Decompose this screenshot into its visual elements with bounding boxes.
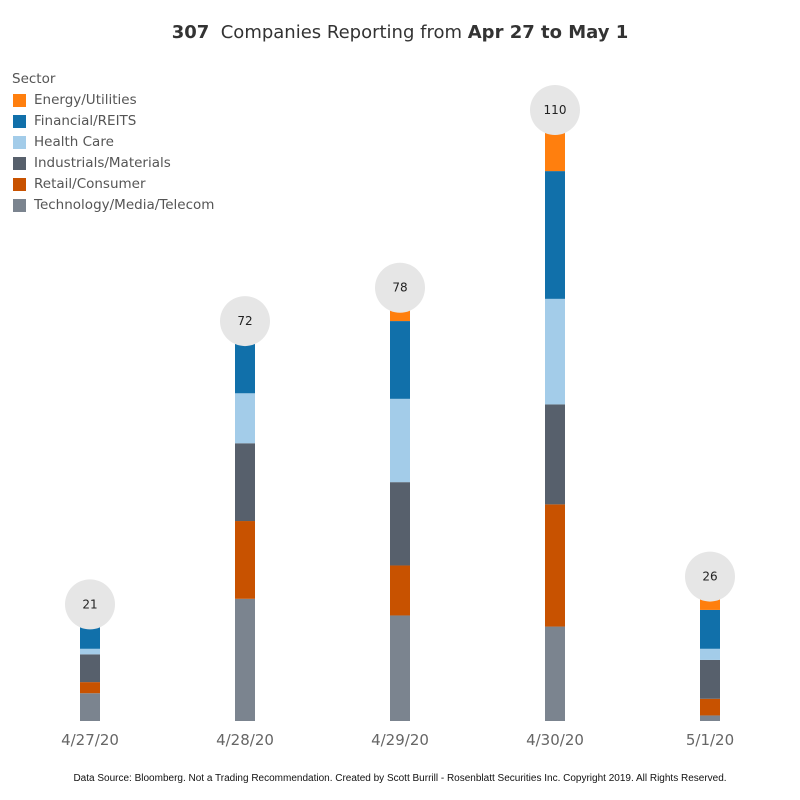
bar-segment-health-care[interactable]	[700, 648, 720, 660]
bar-segment-industrials-materials[interactable]	[235, 443, 255, 522]
total-data-label: 26	[702, 570, 717, 584]
bar-segment-technology-media-telecom[interactable]	[235, 598, 255, 721]
title-count: 307	[171, 22, 210, 43]
legend-label: Industrials/Materials	[34, 155, 171, 171]
legend-swatch	[13, 178, 26, 191]
x-tick-label: 4/27/20	[61, 731, 119, 749]
bar-segment-industrials-materials[interactable]	[545, 404, 565, 505]
bar-segment-health-care[interactable]	[545, 298, 565, 405]
legend-swatch	[13, 136, 26, 149]
legend-swatch	[13, 157, 26, 170]
x-tick-label: 4/30/20	[526, 731, 584, 749]
bar-segment-retail-consumer[interactable]	[700, 698, 720, 716]
x-tick-label: 4/28/20	[216, 731, 274, 749]
title-text: Companies Reporting from	[220, 22, 463, 43]
bar-segment-technology-media-telecom[interactable]	[545, 626, 565, 721]
x-tick-label: 4/29/20	[371, 731, 429, 749]
total-data-label: 21	[82, 597, 97, 611]
legend-title: Sector	[12, 71, 56, 87]
bar-segment-financial-reits[interactable]	[545, 171, 565, 299]
legend-swatch	[13, 94, 26, 107]
x-tick-label: 5/1/20	[686, 731, 734, 749]
legend-label: Health Care	[34, 134, 114, 150]
total-label-bubble	[530, 85, 580, 135]
legend-item-financial-reits[interactable]: Financial/REITS	[12, 111, 214, 132]
legend-label: Energy/Utilities	[34, 92, 137, 108]
legend-item-technology-media-telecom[interactable]: Technology/Media/Telecom	[12, 195, 214, 216]
legend: Sector Energy/Utilities Financial/REITS …	[12, 69, 214, 216]
bar-segment-financial-reits[interactable]	[390, 321, 410, 399]
bar-segment-industrials-materials[interactable]	[700, 659, 720, 699]
legend-item-industrials-materials[interactable]: Industrials/Materials	[12, 153, 214, 174]
bar-segment-technology-media-telecom[interactable]	[390, 615, 410, 721]
legend-label: Financial/REITS	[34, 113, 137, 129]
footer-disclaimer: Data Source: Bloomberg. Not a Trading Re…	[73, 773, 727, 784]
legend-item-energy-utilities[interactable]: Energy/Utilities	[12, 90, 214, 111]
bar-segment-retail-consumer[interactable]	[390, 565, 410, 616]
bar-segment-retail-consumer[interactable]	[545, 504, 565, 627]
bar-segment-financial-reits[interactable]	[700, 609, 720, 649]
bar-segment-retail-consumer[interactable]	[80, 682, 100, 694]
total-label-bubble	[375, 262, 425, 313]
bar-segment-technology-media-telecom[interactable]	[80, 693, 100, 721]
total-data-label: 78	[392, 281, 407, 295]
bar-segment-health-care[interactable]	[80, 648, 100, 655]
total-data-label: 110	[544, 103, 567, 117]
legend-label: Technology/Media/Telecom	[34, 197, 215, 213]
total-label-bubble	[65, 579, 115, 630]
bar-segment-retail-consumer[interactable]	[235, 521, 255, 599]
legend-item-health-care[interactable]: Health Care	[12, 132, 214, 153]
total-data-label: 72	[237, 314, 252, 328]
title-date-range: Apr 27 to May 1	[467, 22, 629, 43]
bar-segment-technology-media-telecom[interactable]	[700, 715, 720, 721]
legend-item-retail-consumer[interactable]: Retail/Consumer	[12, 174, 214, 195]
bar-segment-industrials-materials[interactable]	[390, 482, 410, 566]
legend-label: Retail/Consumer	[34, 176, 146, 192]
bar-segment-health-care[interactable]	[390, 398, 410, 483]
bar-segment-industrials-materials[interactable]	[80, 654, 100, 683]
legend-swatch	[13, 115, 26, 128]
bar-segment-health-care[interactable]	[235, 393, 255, 444]
chart-title: 307 Companies Reporting from Apr 27 to M…	[0, 22, 800, 43]
total-label-bubble	[685, 551, 735, 602]
legend-swatch	[13, 199, 26, 212]
total-label-bubble	[220, 296, 270, 347]
